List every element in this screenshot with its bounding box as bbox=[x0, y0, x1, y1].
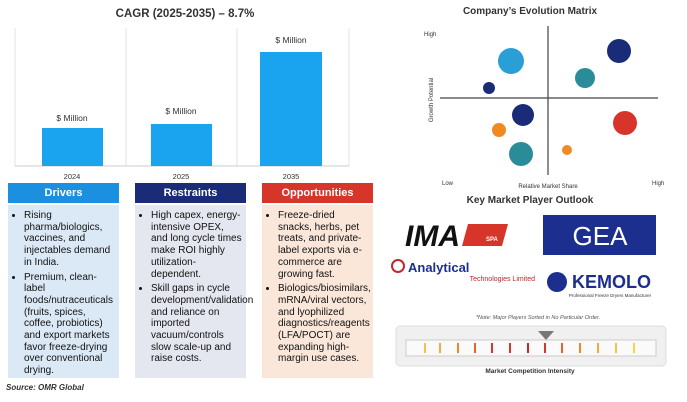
bubbles bbox=[483, 39, 637, 166]
bar-label: $ Million bbox=[275, 35, 306, 45]
bubble bbox=[492, 123, 506, 137]
logo-gea: GEA bbox=[573, 221, 629, 251]
bubble bbox=[607, 39, 631, 63]
bar-label: $ Million bbox=[165, 106, 196, 116]
logo-gea-box bbox=[543, 215, 656, 255]
panel-body: Freeze-dried snacks, herbs, pet treats, … bbox=[262, 205, 373, 378]
bubble bbox=[512, 104, 534, 126]
intensity-track bbox=[405, 339, 657, 357]
panel-body: Rising pharma/biologics, vaccines, and i… bbox=[8, 205, 119, 378]
panel-header: Drivers bbox=[8, 183, 119, 203]
cagr-title: CAGR (2025-2035) – 8.7% bbox=[116, 8, 255, 20]
logo-shape bbox=[462, 224, 508, 246]
cagr-chart: CAGR (2025-2035) – 8.7% $ Million $ Mill… bbox=[14, 8, 350, 181]
logo-analytical-sub: Technologies Limited bbox=[470, 276, 535, 283]
logo-kemolo-sub: Professional Freeze Dryers Manufacturer bbox=[569, 293, 652, 298]
x-axis-label: Relative Market Share bbox=[518, 184, 578, 190]
panel-header: Opportunities bbox=[262, 183, 373, 203]
logo-shape bbox=[391, 259, 405, 273]
intensity-ticks bbox=[424, 343, 635, 353]
bar bbox=[151, 124, 212, 166]
bubble bbox=[509, 142, 533, 166]
bullet: Skill gaps in cycle development/validati… bbox=[151, 283, 253, 365]
y-high: High bbox=[424, 32, 436, 38]
source: Source: OMR Global bbox=[6, 383, 84, 392]
bubble bbox=[613, 111, 637, 135]
bar-label: $ Million bbox=[56, 113, 87, 123]
logo-ima-sub: SPA bbox=[486, 237, 499, 243]
bullet: Biologics/biosimilars, mRNA/viral vector… bbox=[278, 283, 371, 365]
bullet: Freeze-dried snacks, herbs, pet treats, … bbox=[278, 210, 369, 280]
logo-ima: IMA bbox=[405, 220, 460, 253]
bullet: Premium, clean-label foods/nutraceutical… bbox=[24, 272, 115, 377]
logo-shape bbox=[547, 272, 567, 292]
intensity-label: Market Competition Intensity bbox=[485, 368, 575, 375]
bubble bbox=[483, 82, 495, 94]
players-title: Key Market Player Outlook bbox=[467, 195, 594, 206]
panel-header: Restraints bbox=[135, 183, 246, 203]
note: *Note: Major Players Sorted in No Partic… bbox=[476, 315, 600, 321]
bar bbox=[260, 52, 322, 166]
bullet: High capex, energy-intensive OPEX, and l… bbox=[151, 210, 242, 280]
bullet: Rising pharma/biologics, vaccines, and i… bbox=[24, 210, 115, 269]
bubble bbox=[498, 48, 524, 74]
low-label: Low bbox=[442, 181, 454, 187]
year-label: 2025 bbox=[173, 172, 190, 181]
bar bbox=[42, 128, 103, 166]
logo-analytical: Analytical bbox=[408, 260, 469, 275]
x-high: High bbox=[652, 181, 664, 187]
year-label: 2035 bbox=[283, 172, 300, 181]
year-label: 2024 bbox=[64, 172, 81, 181]
matrix-title: Company’s Evolution Matrix bbox=[463, 6, 598, 17]
intensity-marker bbox=[538, 331, 554, 340]
logo-kemolo: KEMOLO bbox=[572, 272, 651, 292]
y-axis-label: Growth Potential bbox=[429, 78, 435, 122]
bubble bbox=[575, 68, 595, 88]
right-panel: Company’s Evolution Matrix High Low High… bbox=[391, 6, 667, 375]
bubble bbox=[562, 145, 572, 155]
panel-body: High capex, energy-intensive OPEX, and l… bbox=[135, 205, 253, 378]
